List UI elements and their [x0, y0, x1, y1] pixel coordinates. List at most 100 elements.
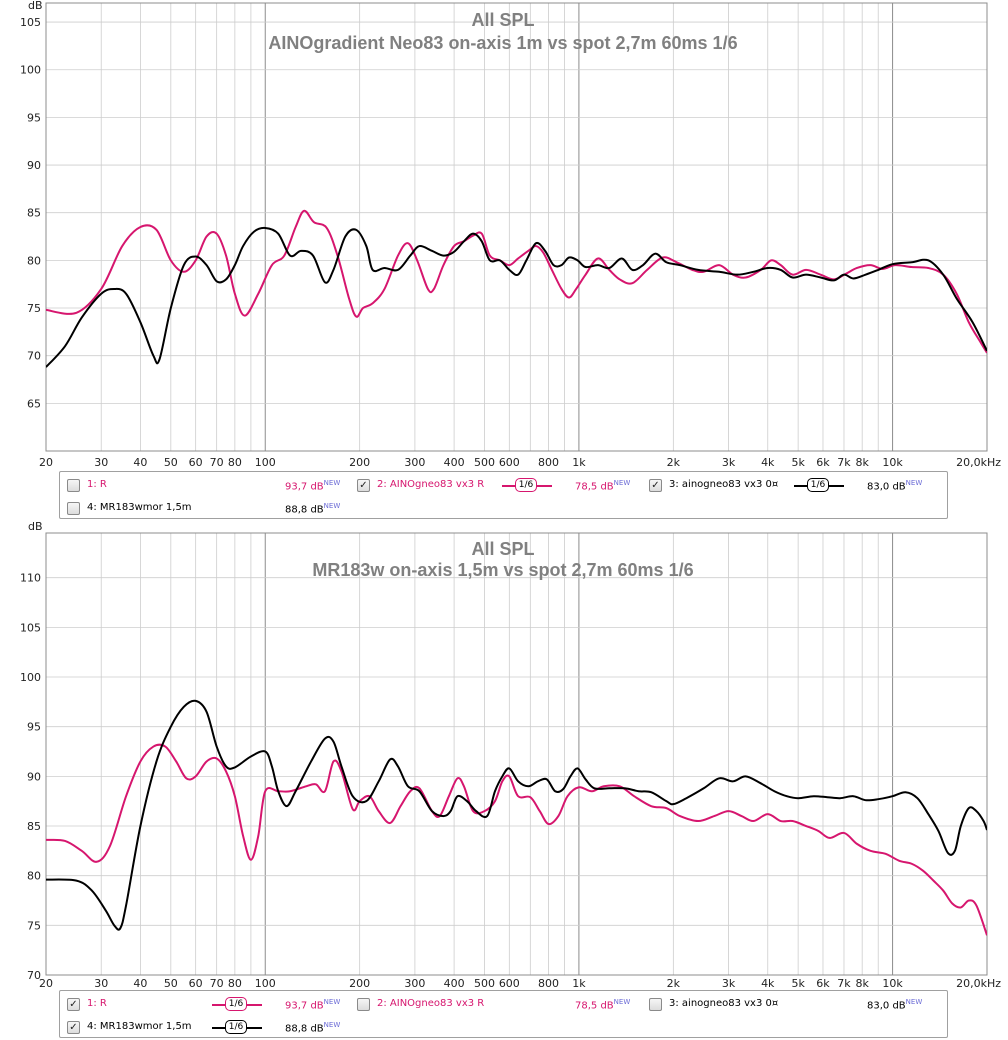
- legend-value: 93,7 dBNEW: [285, 479, 340, 492]
- y-axis-label: dB: [28, 0, 43, 12]
- legend-value: 88,8 dBNEW: [285, 1021, 340, 1034]
- x-tick-label: 400: [444, 977, 465, 990]
- plot-frame: [45, 532, 988, 976]
- x-tick-label: 70: [210, 977, 224, 990]
- legend-checkbox[interactable]: [67, 502, 80, 515]
- x-tick-label: 30: [94, 456, 108, 469]
- legend-item[interactable]: ✓ 2: AINOgneo83 vx3 R 1/6 78,5 dBNEW: [357, 478, 637, 494]
- chart-subtitle: AINOgradient Neo83 on-axis 1m vs spot 2,…: [268, 33, 737, 53]
- x-tick-label: 60: [189, 977, 203, 990]
- legend-checkbox[interactable]: [357, 998, 370, 1011]
- y-tick-label: 105: [20, 621, 41, 634]
- y-tick-label: 80: [27, 870, 41, 883]
- x-tick-label: 5k: [791, 977, 805, 990]
- chart-title: All SPL: [471, 539, 534, 559]
- y-tick-label: 70: [27, 969, 41, 982]
- legend-value-text: 88,8 dB: [285, 504, 324, 516]
- x-tick-label: 8k: [855, 977, 869, 990]
- x-tick-label: 800: [538, 977, 559, 990]
- y-axis-label: dB: [28, 520, 43, 533]
- legend-value-text: 83,0 dB: [867, 1000, 906, 1012]
- x-tick-label: 7k: [837, 456, 851, 469]
- series-line-2: [46, 226, 987, 368]
- y-tick-label: 90: [27, 770, 41, 783]
- legend-checkbox[interactable]: ✓: [67, 1021, 80, 1034]
- x-tick-label: 8k: [855, 456, 869, 469]
- y-tick-label: 75: [27, 919, 41, 932]
- legend-value: 88,8 dBNEW: [285, 502, 340, 515]
- x-tick-label: 2k: [667, 977, 681, 990]
- x-tick-label: 7k: [837, 977, 851, 990]
- y-tick-label: 90: [27, 159, 41, 172]
- smoothing-label: 1/6: [807, 478, 829, 492]
- legend-item[interactable]: 3: ainogneo83 vx3 0¤ 83,0 dBNEW: [649, 997, 929, 1013]
- legend-value-badge: NEW: [323, 479, 341, 487]
- legend-value: 83,0 dBNEW: [867, 998, 922, 1011]
- legend-label: 3: ainogneo83 vx3 0¤: [669, 998, 779, 1009]
- legend-label: 1: R: [87, 479, 107, 490]
- x-tick-label: 500: [474, 456, 495, 469]
- legend-value-text: 93,7 dB: [285, 481, 324, 493]
- x-tick-label: 20: [39, 977, 53, 990]
- legend-checkbox[interactable]: ✓: [649, 479, 662, 492]
- legend-label: 4: MR183wmor 1,5m: [87, 502, 192, 513]
- x-tick-label: 100: [255, 977, 276, 990]
- x-tick-label: 1k: [572, 977, 586, 990]
- x-tick-label: 3k: [722, 456, 736, 469]
- y-tick-label: 70: [27, 350, 41, 363]
- legend-checkbox[interactable]: ✓: [67, 998, 80, 1011]
- legend-value-text: 78,5 dB: [575, 1000, 614, 1012]
- x-tick-label: 300: [404, 977, 425, 990]
- x-tick-label: 80: [228, 977, 242, 990]
- y-tick-label: 85: [27, 820, 41, 833]
- y-tick-label: 105: [20, 16, 41, 29]
- legend-bottom-panel: ✓ 1: R 1/6 93,7 dBNEW 2: AINOgneo83 vx3 R 78,…: [59, 990, 948, 1038]
- legend-item[interactable]: 1: R 93,7 dBNEW: [67, 478, 347, 494]
- x-tick-label: 200: [349, 456, 370, 469]
- legend-item[interactable]: ✓ 4: MR183wmor 1,5m 1/6 88,8 dBNEW: [67, 1020, 347, 1036]
- legend-checkbox[interactable]: [649, 998, 662, 1011]
- x-tick-label: 400: [444, 456, 465, 469]
- smoothing-indicator[interactable]: 1/6: [212, 1020, 262, 1034]
- x-tick-label: 30: [94, 977, 108, 990]
- chart-1: 65 70 75 80 85 90 95 100 105 dB 20 30 40 50 60 70 80 100 2…: [20, 0, 1001, 469]
- x-tick-label: 600: [499, 456, 520, 469]
- legend-label: 2: AINOgneo83 vx3 R: [377, 479, 485, 490]
- legend-label: 4: MR183wmor 1,5m: [87, 1021, 192, 1032]
- smoothing-indicator[interactable]: 1/6: [794, 478, 844, 492]
- x-tick-label: 100: [255, 456, 276, 469]
- x-tick-label: 600: [499, 977, 520, 990]
- x-tick-label: 10k: [882, 977, 903, 990]
- x-tick-label: 20,0kHz: [956, 977, 1001, 990]
- x-tick-label: 10k: [882, 456, 903, 469]
- smoothing-label: 1/6: [515, 478, 537, 492]
- x-tick-label: 500: [474, 977, 495, 990]
- legend-item[interactable]: ✓ 1: R 1/6 93,7 dBNEW: [67, 997, 347, 1013]
- y-tick-label: 80: [27, 254, 41, 267]
- legend-value-badge: NEW: [613, 998, 631, 1006]
- y-tick-label: 75: [27, 302, 41, 315]
- x-tick-label: 80: [228, 456, 242, 469]
- chart-title: All SPL: [471, 10, 534, 30]
- series-line-2: [46, 699, 987, 931]
- legend-value-badge: NEW: [905, 998, 923, 1006]
- legend-item[interactable]: 2: AINOgneo83 vx3 R 78,5 dBNEW: [357, 997, 637, 1013]
- legend-value-badge: NEW: [323, 502, 341, 510]
- legend-value-badge: NEW: [613, 479, 631, 487]
- x-tick-label: 3k: [722, 977, 736, 990]
- x-tick-label: 2k: [667, 456, 681, 469]
- legend-item[interactable]: ✓ 3: ainogneo83 vx3 0¤ 1/6 83,0 dBNEW: [649, 478, 929, 494]
- y-tick-label: 65: [27, 397, 41, 410]
- x-tick-label: 70: [210, 456, 224, 469]
- legend-checkbox[interactable]: [67, 479, 80, 492]
- x-tick-label: 6k: [816, 977, 830, 990]
- smoothing-indicator[interactable]: 1/6: [502, 478, 552, 492]
- legend-item[interactable]: 4: MR183wmor 1,5m 88,8 dBNEW: [67, 501, 347, 517]
- legend-checkbox[interactable]: ✓: [357, 479, 370, 492]
- legend-value: 78,5 dBNEW: [575, 479, 630, 492]
- legend-value: 78,5 dBNEW: [575, 998, 630, 1011]
- legend-value-badge: NEW: [905, 479, 923, 487]
- legend-value-text: 83,0 dB: [867, 481, 906, 493]
- smoothing-indicator[interactable]: 1/6: [212, 997, 262, 1011]
